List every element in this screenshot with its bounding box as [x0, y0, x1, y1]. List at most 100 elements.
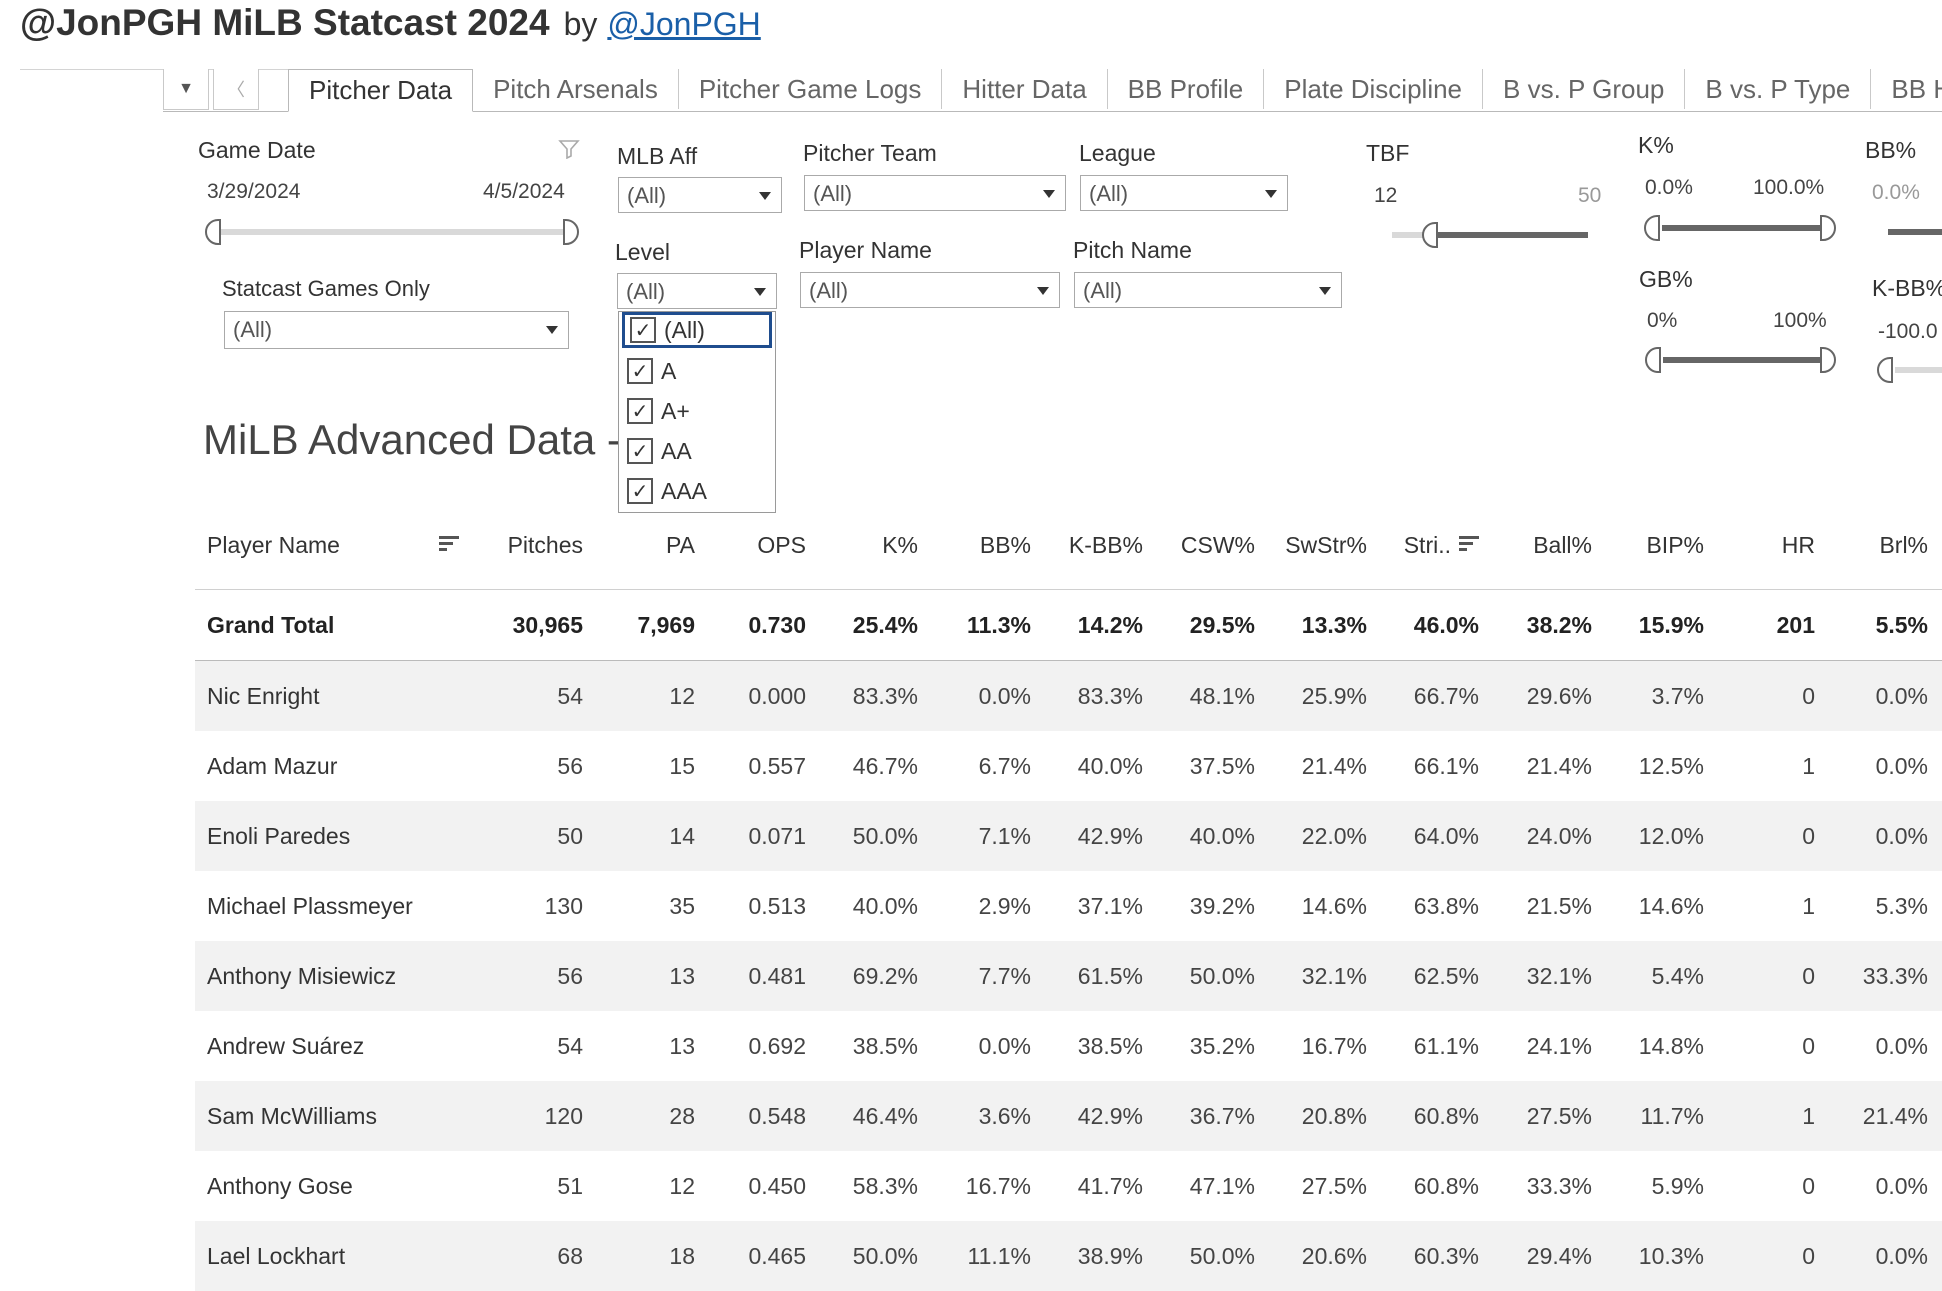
bb-pct-slider-range[interactable] [1888, 229, 1942, 235]
column-header-player-name[interactable]: Player Name [207, 531, 340, 558]
column-header-bip-pct[interactable]: BIP% [1646, 531, 1704, 558]
game-date-start: 3/29/2024 [207, 180, 301, 203]
tab-bb-profile[interactable]: BB Profile [1107, 69, 1265, 109]
column-header-hr[interactable]: HR [1781, 531, 1815, 558]
cell-strike-pct: 61.1% [1413, 1032, 1479, 1059]
table-cell: 24.0% [1492, 801, 1592, 871]
table-cell: Brl% [1828, 510, 1928, 580]
sort-icon[interactable] [439, 536, 459, 554]
cell-ops: 0.730 [748, 611, 806, 638]
tab-pitcher-data[interactable]: Pitcher Data [288, 69, 474, 112]
gb-pct-slider-range[interactable] [1663, 357, 1827, 363]
k-pct-slider-range[interactable] [1662, 225, 1826, 231]
league-dropdown[interactable]: (All) [1080, 175, 1288, 211]
k-pct-min-handle[interactable] [1644, 215, 1660, 241]
cell-brl-pct: 0.0% [1875, 682, 1928, 709]
column-header-swstr-pct[interactable]: SwStr% [1285, 531, 1367, 558]
table-cell: 5.9% [1604, 1151, 1704, 1221]
column-header-ball-pct[interactable]: Ball% [1533, 531, 1592, 558]
cell-pitches: 68 [557, 1242, 583, 1269]
caret-down-icon [1319, 287, 1331, 295]
level-option-a[interactable]: ✓ A [622, 353, 772, 389]
column-header-k-bb-pct[interactable]: K-BB% [1068, 531, 1143, 558]
level-option-aa[interactable]: ✓ AA [622, 433, 772, 469]
table-cell: 12.0% [1604, 801, 1704, 871]
table-row[interactable]: Anthony Misiewicz 56 13 0.481 69.2% 7.7% 61.5%… [195, 941, 1942, 1011]
tab-b-vs-p-type[interactable]: B vs. P Type [1685, 69, 1872, 109]
table-cell: 60.8% [1379, 1081, 1479, 1151]
filter-icon[interactable] [558, 139, 580, 159]
tab-b-vs-p-group[interactable]: B vs. P Group [1483, 69, 1686, 109]
game-date-end-handle[interactable] [563, 219, 579, 245]
pitcher-team-dropdown[interactable]: (All) [804, 175, 1066, 211]
table-row[interactable]: Michael Plassmeyer 130 35 0.513 40.0% 2.9% 37.… [195, 871, 1942, 941]
cell-swstr-pct: 13.3% [1301, 611, 1367, 638]
player-name-dropdown[interactable]: (All) [800, 272, 1060, 308]
cell-ball-pct: 32.1% [1526, 962, 1592, 989]
cell-csw-pct: 29.5% [1189, 611, 1255, 638]
game-date-start-handle[interactable] [205, 219, 221, 245]
tab-hitter-data[interactable]: Hitter Data [942, 69, 1108, 109]
table-cell: 5.3% [1828, 871, 1928, 941]
cell-brl-pct: 5.3% [1875, 892, 1928, 919]
level-dropdown[interactable]: (All) [617, 273, 777, 309]
level-option-all[interactable]: ✓ (All) [622, 312, 772, 348]
gb-pct-max-handle[interactable] [1820, 347, 1836, 373]
k-pct-max-handle[interactable] [1820, 215, 1836, 241]
k-bb-pct-min-handle[interactable] [1877, 357, 1893, 383]
cell-hr: 0 [1802, 1242, 1815, 1269]
pitch-name-dropdown[interactable]: (All) [1074, 272, 1342, 308]
tab-pitcher-game-logs[interactable]: Pitcher Game Logs [678, 69, 943, 109]
sort-icon[interactable] [1459, 536, 1479, 554]
cell-ball-pct: 38.2% [1526, 611, 1592, 638]
column-header-bb-pct[interactable]: BB% [979, 531, 1031, 558]
tab-pitch-arsenals[interactable]: Pitch Arsenals [473, 69, 679, 109]
table-row[interactable]: Enoli Paredes 50 14 0.071 50.0% 7.1% 42.9% 40.0… [195, 801, 1942, 871]
column-header-csw-pct[interactable]: CSW% [1180, 531, 1255, 558]
grand-total-row[interactable]: Grand Total 30,965 7,969 0.730 25.4% 11.3% 14.… [195, 590, 1942, 660]
tbf-slider-track[interactable] [1392, 232, 1432, 238]
cell-ops: 0.450 [748, 1172, 806, 1199]
level-option-a-plus[interactable]: ✓ A+ [622, 393, 772, 429]
table-cell: 38.5% [818, 1011, 918, 1081]
cell-strike-pct: 60.8% [1413, 1172, 1479, 1199]
table-cell: BB% [931, 510, 1031, 580]
column-header-pitches[interactable]: Pitches [507, 531, 583, 558]
table-row[interactable]: Andrew Suárez 54 13 0.692 38.5% 0.0% 38.5% 35.2… [195, 1011, 1942, 1081]
author-link[interactable]: @JonPGH [607, 6, 761, 42]
column-header-brl-pct[interactable]: Brl% [1879, 531, 1928, 558]
k-bb-pct-slider-track[interactable] [1895, 367, 1942, 373]
game-date-slider-track[interactable] [216, 229, 569, 235]
cell-brl-pct: 0.0% [1875, 1032, 1928, 1059]
cell-pitches: 51 [557, 1172, 583, 1199]
column-header-pa[interactable]: PA [666, 531, 695, 558]
table-row[interactable]: Lael Lockhart 68 18 0.465 50.0% 11.1% 38.9% 50.… [195, 1221, 1942, 1291]
statcast-games-only-dropdown[interactable]: (All) [224, 311, 569, 349]
table-row[interactable]: Sam McWilliams 120 28 0.548 46.4% 3.6% 42.9% 36… [195, 1081, 1942, 1151]
table-row[interactable]: Anthony Gose 51 12 0.450 58.3% 16.7% 41.7% 47.1… [195, 1151, 1942, 1221]
tab-menu-button[interactable]: ▼ [163, 69, 209, 110]
table-row[interactable]: Adam Mazur 56 15 0.557 46.7% 6.7% 40.0% 37.5% 21… [195, 731, 1942, 801]
table-cell: 0.000 [706, 661, 806, 731]
table-row[interactable]: Nic Enright 54 12 0.000 83.3% 0.0% 83.3% 48.1% 2… [195, 661, 1942, 731]
cell-ops: 0.692 [748, 1032, 806, 1059]
cell-hr: 1 [1802, 892, 1815, 919]
table-header-row[interactable]: Player Name Pitches PA OPS K% BB% K-BB% CSW% SwS… [195, 510, 1942, 580]
tab-scroll-left-button[interactable]: 〈 [213, 69, 259, 110]
tab-plate-discipline[interactable]: Plate Discipline [1264, 69, 1484, 109]
tab-bb-hist[interactable]: BB Hist [1871, 69, 1942, 109]
gb-pct-min-handle[interactable] [1645, 347, 1661, 373]
column-header-strike-pct[interactable]: Stri.. [1403, 531, 1451, 558]
table-cell: Lael Lockhart [207, 1221, 507, 1291]
cell-k-bb-pct: 38.5% [1077, 1032, 1143, 1059]
table-cell: 0.0% [931, 661, 1031, 731]
mlb-aff-dropdown[interactable]: (All) [618, 177, 782, 213]
table-cell: 11.3% [931, 590, 1031, 660]
tbf-slider-range[interactable] [1432, 232, 1588, 238]
level-option-label: AA [661, 437, 692, 464]
tbf-min-handle[interactable] [1422, 222, 1438, 248]
level-option-aaa[interactable]: ✓ AAA [622, 473, 772, 509]
table-cell: 130 [483, 871, 583, 941]
column-header-k-pct[interactable]: K% [882, 531, 918, 558]
column-header-ops[interactable]: OPS [757, 531, 806, 558]
